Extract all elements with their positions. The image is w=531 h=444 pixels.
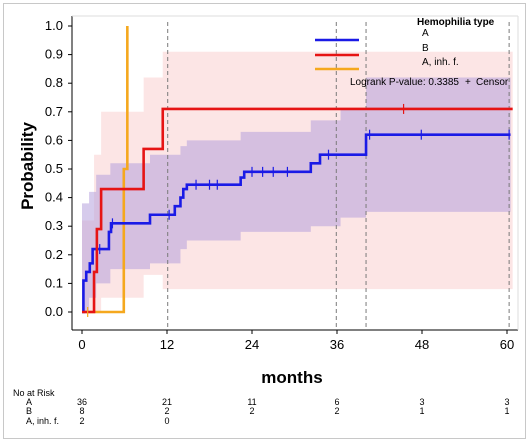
risk-value: 6 — [334, 397, 339, 407]
y-tick-label: 0.6 — [45, 132, 63, 147]
survival-curve-a — [82, 133, 511, 314]
y-ticks: 0.0 0.1 0.2 0.3 0.4 0.5 0.6 0.7 0.8 0.9 1.0 — [45, 18, 72, 319]
y-axis-title: Probability — [18, 122, 37, 210]
risk-value: 8 — [79, 406, 84, 416]
risk-value: 2 — [334, 406, 339, 416]
x-axis-title: months — [261, 368, 322, 387]
risk-value: 2 — [249, 406, 254, 416]
censor-marks — [87, 103, 510, 317]
y-tick-label: 0.7 — [45, 104, 63, 119]
censor-legend-label: Censor — [476, 77, 509, 88]
y-tick-label: 0.8 — [45, 75, 63, 90]
y-tick-label: 0.5 — [45, 161, 63, 176]
number-at-risk-table: No at Risk A 36 21 11 6 3 3B 8 2 2 2 1 1A, inh. f. 2 0 — [13, 388, 510, 426]
risk-value: 36 — [77, 397, 87, 407]
risk-rows: A 36 21 11 6 3 3B 8 2 2 2 1 1A, inh. f. 2 0 — [26, 397, 510, 426]
censor-legend-symbol: + — [465, 77, 471, 88]
legend-label-a: A — [422, 28, 429, 39]
risk-value: 1 — [419, 406, 424, 416]
risk-value: 3 — [504, 397, 509, 407]
survival-curve-a-inh-f — [84, 26, 129, 314]
risk-value: 3 — [419, 397, 424, 407]
logrank-text: Logrank P-value: 0.3385 — [350, 77, 459, 88]
y-tick-label: 1.0 — [45, 18, 63, 33]
legend-title: Hemophilia type — [417, 17, 495, 28]
survival-curves — [82, 26, 513, 314]
risk-row-label: A, inh. f. — [26, 416, 59, 426]
risk-value: 2 — [164, 406, 169, 416]
legend-label-a-inh-f: A, inh. f. — [422, 57, 459, 68]
figure-border — [3, 3, 526, 439]
survival-curve-b — [82, 107, 513, 314]
y-tick-label: 0.0 — [45, 304, 63, 319]
x-ticks: 0 12 24 36 48 60 — [78, 330, 514, 352]
y-tick-label: 0.9 — [45, 47, 63, 62]
risk-value: 0 — [164, 416, 169, 426]
risk-row-label: A — [26, 397, 32, 407]
reference-lines — [167, 22, 510, 330]
risk-value: 21 — [162, 397, 172, 407]
x-tick-label: 24 — [245, 337, 259, 352]
x-tick-label: 12 — [160, 337, 174, 352]
confidence-bands — [82, 51, 513, 313]
risk-row-label: B — [26, 406, 32, 416]
confidence-band-a — [82, 77, 511, 312]
risk-value: 11 — [247, 397, 256, 407]
y-tick-label: 0.1 — [45, 275, 63, 290]
y-tick-label: 0.4 — [45, 190, 63, 205]
axes — [71, 15, 519, 331]
x-tick-label: 36 — [330, 337, 344, 352]
y-tick-label: 0.2 — [45, 247, 63, 262]
x-tick-label: 48 — [415, 337, 429, 352]
legend-items: AB A, inh. f. — [315, 28, 459, 71]
risk-value: 2 — [79, 416, 84, 426]
x-tick-label: 0 — [78, 337, 85, 352]
legend: Hemophilia type AB A, inh. f. Logrank P-v… — [315, 17, 509, 88]
y-tick-label: 0.3 — [45, 218, 63, 233]
x-tick-label: 60 — [500, 337, 514, 352]
legend-label-b: B — [422, 43, 429, 54]
risk-value: 1 — [504, 406, 509, 416]
risk-table-title: No at Risk — [13, 388, 55, 398]
